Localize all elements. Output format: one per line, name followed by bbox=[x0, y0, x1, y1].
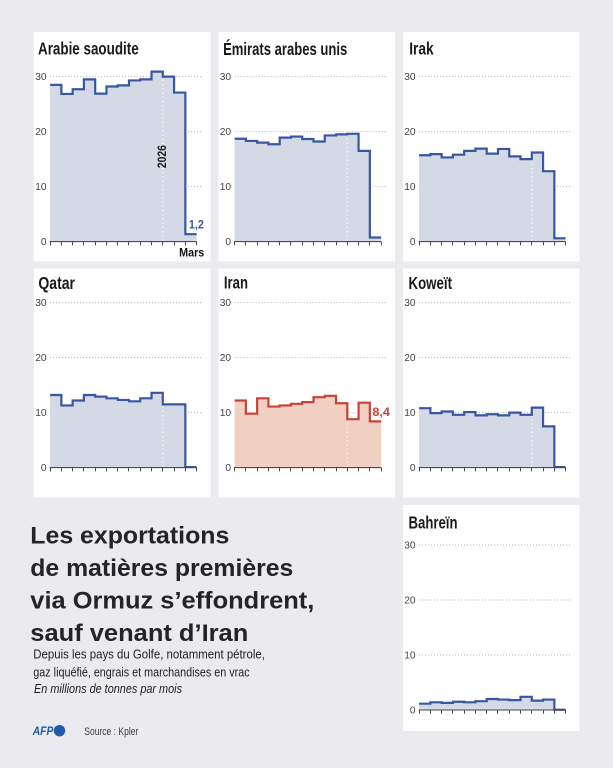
svg-text:AFP: AFP bbox=[32, 724, 54, 738]
svg-text:30: 30 bbox=[404, 72, 416, 83]
svg-text:0: 0 bbox=[410, 706, 416, 717]
svg-text:10: 10 bbox=[35, 408, 47, 419]
svg-text:10: 10 bbox=[404, 651, 416, 662]
svg-text:Source : Kpler: Source : Kpler bbox=[84, 726, 138, 738]
svg-text:20: 20 bbox=[220, 353, 232, 364]
svg-text:0: 0 bbox=[225, 463, 231, 474]
svg-text:30: 30 bbox=[404, 298, 416, 309]
svg-text:30: 30 bbox=[35, 72, 47, 83]
svg-text:2026: 2026 bbox=[155, 145, 169, 168]
svg-text:1,2: 1,2 bbox=[189, 217, 204, 231]
svg-text:gaz liquéfié, engrais et march: gaz liquéfié, engrais et marchandises en… bbox=[33, 664, 250, 679]
svg-text:20: 20 bbox=[404, 353, 416, 364]
svg-text:10: 10 bbox=[404, 408, 416, 419]
svg-text:0: 0 bbox=[410, 237, 416, 248]
svg-text:20: 20 bbox=[404, 127, 416, 138]
svg-text:Arabie saoudite: Arabie saoudite bbox=[38, 38, 139, 58]
svg-text:Irak: Irak bbox=[409, 38, 434, 58]
svg-text:0: 0 bbox=[41, 463, 47, 474]
svg-text:Mars: Mars bbox=[179, 246, 204, 259]
svg-text:via Ormuz s’effondrent,: via Ormuz s’effondrent, bbox=[30, 588, 314, 615]
svg-text:10: 10 bbox=[404, 182, 416, 193]
svg-text:En millions de tonnes par mois: En millions de tonnes par mois bbox=[34, 681, 183, 696]
svg-text:0: 0 bbox=[225, 237, 231, 248]
svg-text:Les exportations: Les exportations bbox=[30, 522, 229, 549]
svg-text:10: 10 bbox=[220, 408, 232, 419]
svg-text:30: 30 bbox=[220, 72, 232, 83]
svg-text:sauf venant d’Iran: sauf venant d’Iran bbox=[30, 620, 248, 647]
svg-text:Depuis les pays du Golfe, nota: Depuis les pays du Golfe, notamment pétr… bbox=[33, 647, 265, 662]
svg-text:10: 10 bbox=[35, 182, 47, 193]
svg-text:30: 30 bbox=[220, 298, 232, 309]
svg-text:20: 20 bbox=[404, 596, 416, 607]
svg-text:Émirats arabes unis: Émirats arabes unis bbox=[223, 38, 347, 59]
svg-text:Koweït: Koweït bbox=[409, 273, 453, 293]
svg-text:0: 0 bbox=[410, 463, 416, 474]
svg-text:Bahreïn: Bahreïn bbox=[409, 513, 458, 533]
svg-text:30: 30 bbox=[404, 541, 416, 552]
svg-text:0: 0 bbox=[41, 237, 47, 248]
svg-text:30: 30 bbox=[35, 298, 47, 309]
svg-text:Qatar: Qatar bbox=[38, 273, 75, 293]
svg-text:20: 20 bbox=[220, 127, 232, 138]
svg-text:20: 20 bbox=[35, 127, 47, 138]
svg-text:8,4: 8,4 bbox=[372, 405, 390, 419]
svg-text:de matières premières: de matières premières bbox=[30, 555, 293, 582]
svg-text:10: 10 bbox=[220, 182, 232, 193]
svg-text:Iran: Iran bbox=[224, 273, 248, 293]
svg-text:20: 20 bbox=[35, 353, 47, 364]
